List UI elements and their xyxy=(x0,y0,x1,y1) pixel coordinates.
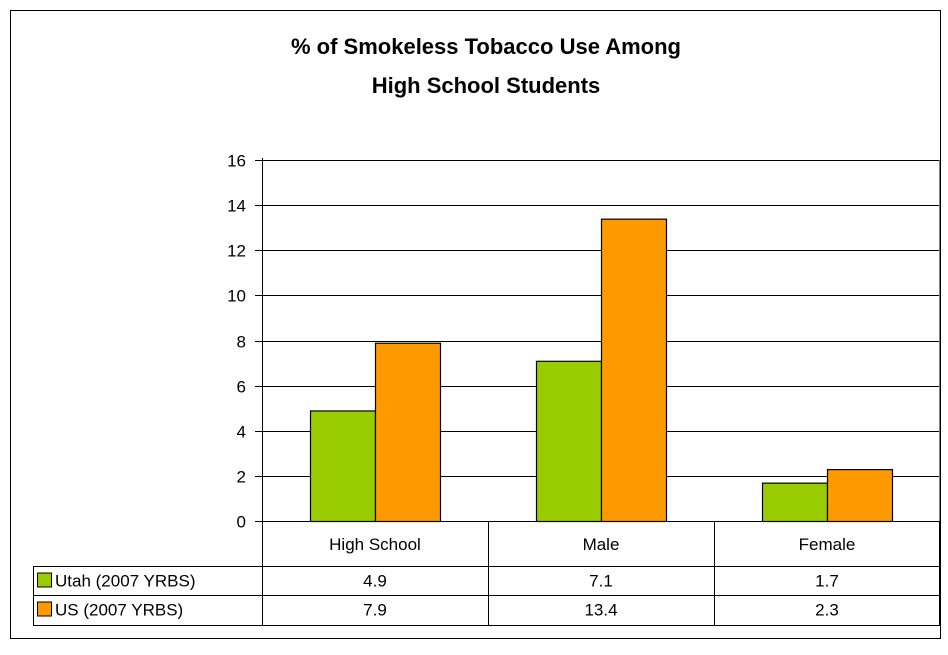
y-tick-label: 8 xyxy=(237,333,246,352)
data-value-label: 1.7 xyxy=(815,572,839,591)
category-label: High School xyxy=(329,535,421,554)
chart-title-line-1: % of Smokeless Tobacco Use Among xyxy=(291,34,681,59)
data-value-label: 13.4 xyxy=(584,601,617,620)
y-tick-label: 14 xyxy=(227,197,246,216)
y-tick-label: 10 xyxy=(227,287,246,306)
bar-us-male xyxy=(600,218,668,523)
legend-key-utah xyxy=(37,572,52,588)
y-tick-label: 12 xyxy=(227,242,246,261)
category-label: Male xyxy=(583,535,620,554)
y-tick-label: 0 xyxy=(237,513,246,532)
y-tick-labels: 0 2 4 6 8 10 12 14 16 xyxy=(227,152,246,532)
bar-us-female xyxy=(826,469,894,523)
series-name: Utah (2007 YRBS) xyxy=(55,572,195,591)
y-tick-label: 16 xyxy=(227,152,246,171)
bar-utah-female xyxy=(761,482,829,523)
data-value-label: 2.3 xyxy=(815,601,839,620)
data-value-label: 4.9 xyxy=(363,572,387,591)
chart-border xyxy=(10,10,941,639)
bar-utah-male xyxy=(535,360,603,523)
bar-us-high-school xyxy=(374,342,442,523)
y-tick-label: 4 xyxy=(237,423,246,442)
chart-title-line-2: High School Students xyxy=(372,73,601,98)
bars xyxy=(309,218,894,523)
y-tick-label: 2 xyxy=(237,468,246,487)
y-tick-label: 6 xyxy=(237,378,246,397)
data-table: High School Male Female Utah (2007 YRBS) 4.9… xyxy=(33,521,940,626)
data-value-label: 7.9 xyxy=(363,601,387,620)
axes xyxy=(255,158,940,522)
series-name: US (2007 YRBS) xyxy=(55,601,183,620)
legend-key-us xyxy=(37,601,52,617)
data-value-label: 7.1 xyxy=(589,572,613,591)
category-label: Female xyxy=(799,535,856,554)
bar-utah-high-school xyxy=(309,410,377,523)
